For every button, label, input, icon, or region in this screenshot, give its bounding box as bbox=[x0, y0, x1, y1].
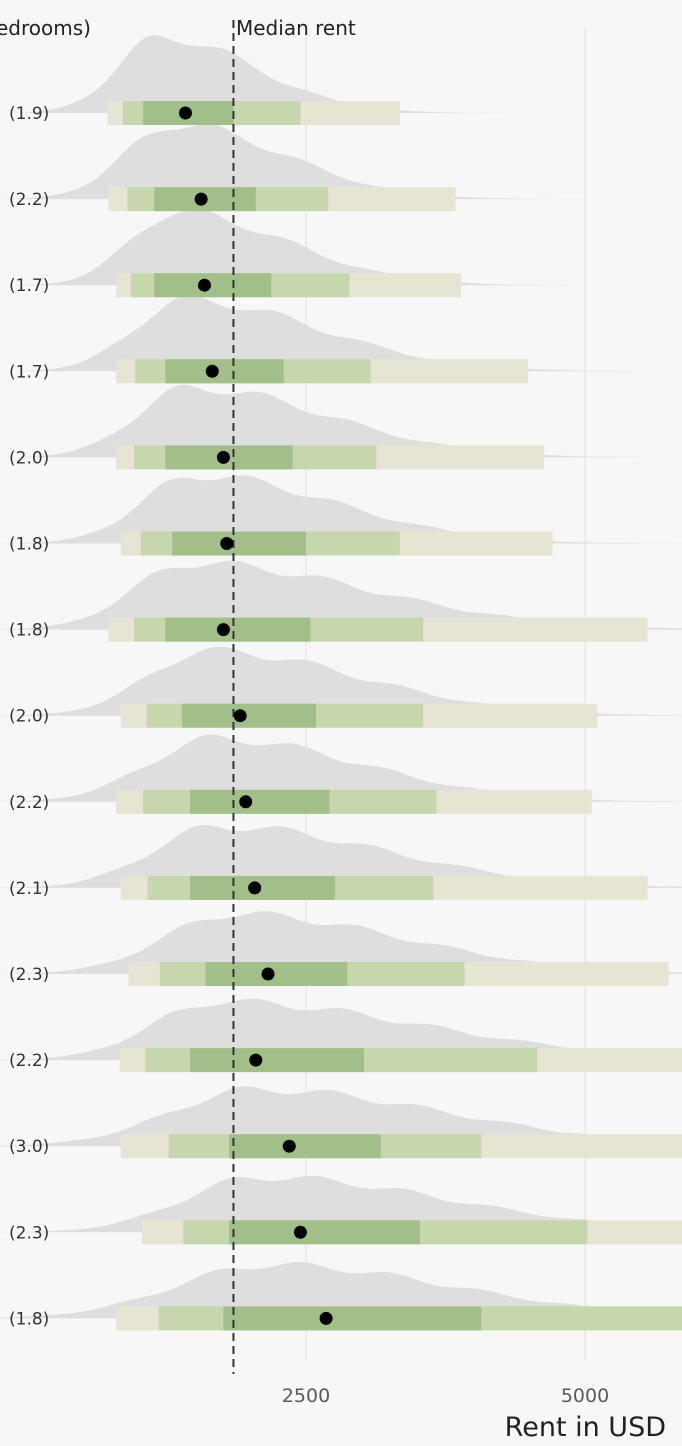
interval-50-bar bbox=[205, 962, 348, 986]
density-ridges bbox=[0, 35, 682, 1319]
mean-point bbox=[197, 278, 211, 292]
interval-50-bar bbox=[228, 1134, 381, 1159]
row-label: (1.8) bbox=[9, 535, 49, 555]
density-ridge bbox=[0, 734, 682, 802]
row-label: (1.7) bbox=[9, 362, 49, 382]
row-label: (1.8) bbox=[9, 621, 49, 641]
mean-point bbox=[205, 364, 219, 378]
density-ridge bbox=[10, 35, 674, 113]
row-label: (2.2) bbox=[9, 793, 49, 813]
interval-50-bar bbox=[189, 789, 330, 814]
density-ridge bbox=[12, 209, 682, 286]
mean-point bbox=[216, 450, 230, 464]
density-ridge bbox=[0, 124, 682, 200]
interval-50-bar bbox=[154, 273, 272, 298]
row-label: (2.1) bbox=[9, 879, 49, 899]
interval-50-bar bbox=[228, 1220, 420, 1245]
row-labels: (1.9) (2.2) (1.7) (1.7) (2.0) (1.8) (1.8) (2.0)… bbox=[9, 104, 49, 1329]
density-ridge bbox=[0, 475, 682, 544]
mean-point bbox=[233, 709, 247, 723]
mean-point bbox=[248, 881, 262, 895]
row-label: (3.0) bbox=[9, 1137, 49, 1157]
interval-50-bar bbox=[189, 1048, 365, 1073]
density-ridge bbox=[0, 1175, 682, 1233]
interval-50-bar bbox=[172, 531, 306, 556]
x-axis-ticks: 2500 5000 bbox=[282, 1385, 609, 1407]
mean-point bbox=[216, 623, 230, 637]
mean-point bbox=[319, 1311, 333, 1325]
interval-50-bar bbox=[165, 617, 311, 642]
density-ridge bbox=[0, 1261, 682, 1319]
density-ridge bbox=[0, 384, 682, 458]
row-label: (2.3) bbox=[9, 1223, 49, 1243]
interval-50-bar bbox=[182, 703, 317, 728]
density-ridge bbox=[0, 646, 682, 716]
interval-50-bar bbox=[165, 359, 284, 384]
mean-point bbox=[194, 192, 208, 206]
row-label: (2.2) bbox=[9, 1051, 49, 1071]
median-rent-label: Median rent bbox=[236, 16, 356, 40]
mean-point bbox=[220, 537, 234, 550]
row-label: (2.0) bbox=[9, 707, 49, 727]
density-ridge bbox=[0, 998, 682, 1061]
row-label: (1.7) bbox=[9, 276, 49, 296]
mean-point bbox=[249, 1053, 263, 1067]
mean-point bbox=[282, 1139, 296, 1153]
mean-point bbox=[261, 967, 275, 981]
mean-point bbox=[293, 1225, 307, 1239]
row-label: (2.0) bbox=[9, 448, 49, 468]
interval-50-bar bbox=[189, 875, 336, 900]
x-tick-label: 5000 bbox=[561, 1385, 609, 1407]
interval-bars bbox=[107, 101, 682, 1331]
density-ridge bbox=[0, 824, 682, 888]
row-label: (1.9) bbox=[9, 104, 49, 124]
row-label: (1.8) bbox=[9, 1309, 49, 1329]
mean-points bbox=[178, 106, 333, 1325]
interval-50-bar bbox=[223, 1306, 482, 1331]
x-axis-title: Rent in USD bbox=[505, 1412, 666, 1443]
header-fragment: edrooms) bbox=[0, 16, 91, 40]
x-tick-label: 2500 bbox=[282, 1385, 330, 1407]
mean-point bbox=[239, 795, 253, 809]
density-ridge bbox=[0, 560, 682, 630]
row-label: (2.3) bbox=[9, 965, 49, 985]
mean-point bbox=[178, 106, 192, 120]
density-ridge bbox=[2, 295, 682, 372]
row-label: (2.2) bbox=[9, 190, 49, 210]
density-ridge bbox=[0, 1086, 682, 1147]
density-ridge bbox=[0, 911, 682, 974]
